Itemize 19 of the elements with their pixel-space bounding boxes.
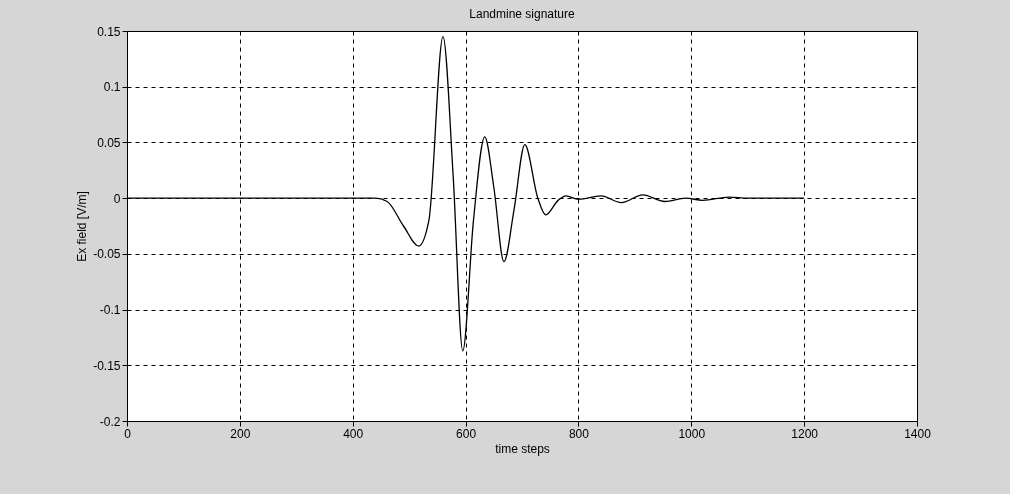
x-tick-label: 0 <box>124 426 132 441</box>
y-tick-label: 0.05 <box>97 135 121 150</box>
x-tick-label: 200 <box>230 426 251 441</box>
x-axis-title: time steps <box>495 441 550 456</box>
x-tick-label: 1200 <box>791 426 819 441</box>
x-tick-label: 1400 <box>904 426 932 441</box>
y-tick-label: 0.1 <box>103 80 121 95</box>
y-axis-title: Ex field [V/m] <box>75 191 90 262</box>
y-tick-label: -0.1 <box>99 303 121 318</box>
y-tick-label: -0.2 <box>99 414 121 429</box>
y-tick-label: -0.15 <box>93 358 121 373</box>
x-tick-label: 800 <box>568 426 590 441</box>
y-tick-label: 0 <box>113 191 121 206</box>
chart-title: Landmine signature <box>469 7 576 21</box>
x-tick-label: 600 <box>456 426 477 441</box>
y-tick-label: -0.05 <box>93 247 121 262</box>
x-tick-label: 1000 <box>678 426 706 441</box>
x-tick-label: 400 <box>343 426 364 441</box>
y-tick-label: 0.15 <box>97 24 121 39</box>
